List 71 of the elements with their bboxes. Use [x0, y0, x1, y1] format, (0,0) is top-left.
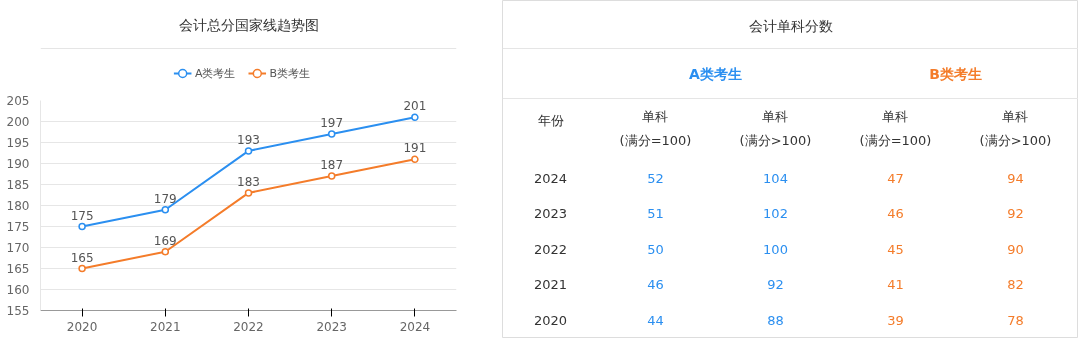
y-tick-label: 170 [6, 241, 30, 255]
x-tick-label: 单科 (满分=100) [619, 109, 692, 148]
data-label: 90 [1007, 242, 1024, 257]
y-tick-label: 175 [6, 220, 30, 234]
point [78, 264, 86, 273]
data-label: 175 [70, 208, 94, 223]
legend-title: 年份 [537, 113, 564, 128]
x-tick-label: 2021 [150, 319, 181, 334]
data-label: 82 [1007, 277, 1024, 292]
data-label: 92 [1007, 206, 1024, 221]
text: B类考生 [929, 65, 982, 82]
data-label: 52 [647, 171, 664, 186]
y-tick-label: 2023 [533, 206, 568, 221]
point [411, 155, 419, 164]
data-label: 183 [237, 174, 260, 189]
data-label: 50 [647, 242, 664, 257]
x-tick-label: 2022 [233, 319, 264, 334]
chart-title: 会计总分国家线趋势图 [178, 16, 319, 33]
point [411, 113, 419, 122]
data-label: 51 [647, 206, 664, 221]
data-label: 165 [70, 250, 94, 265]
point [327, 130, 336, 138]
x-tick-label: 单科 (满分>100) [979, 109, 1052, 148]
y-tick-label: 2024 [533, 171, 568, 186]
point [244, 147, 253, 155]
point [78, 222, 86, 231]
data-label: 191 [403, 141, 427, 156]
point [161, 247, 170, 256]
data-label: 179 [153, 191, 177, 206]
data-label: 187 [320, 158, 344, 173]
y-tick-label: 185 [6, 178, 30, 192]
data-label: 102 [763, 206, 788, 221]
data-label: 197 [320, 116, 344, 131]
y-tick-label: 165 [6, 262, 30, 276]
text: A类考生 [689, 65, 742, 82]
data-label: 104 [763, 171, 788, 186]
point [327, 172, 336, 180]
data-label: 45 [887, 242, 904, 257]
data-label: 193 [237, 132, 260, 147]
x-tick-label: 单科 (满分=100) [859, 109, 932, 148]
data-label: 78 [1007, 313, 1024, 328]
point [161, 205, 170, 214]
chart-title: 会计单科分数 [748, 17, 833, 34]
data-label: 47 [887, 171, 904, 186]
data-label: 94 [1007, 171, 1024, 186]
data-label: 44 [647, 313, 664, 328]
y-tick-label: 180 [6, 199, 30, 213]
data-label: 46 [647, 277, 664, 292]
y-tick-label: 190 [6, 157, 30, 171]
legend-label: B类考生 [269, 67, 311, 80]
data-label: 169 [153, 233, 177, 248]
y-tick-label: 205 [6, 94, 30, 108]
data-label: 88 [767, 313, 784, 328]
x-tick-label: 2024 [399, 319, 431, 334]
y-tick-label: 195 [6, 136, 30, 150]
y-tick-label: 2022 [533, 242, 568, 257]
data-label: 41 [887, 277, 904, 292]
data-label: 92 [767, 277, 784, 292]
x-tick-label: 单科 (满分>100) [739, 109, 812, 148]
y-tick-label: 160 [6, 283, 30, 297]
data-label: 100 [763, 242, 788, 257]
x-tick-label: 2023 [316, 319, 347, 334]
data-label: 201 [403, 99, 427, 114]
y-tick-label: 2021 [533, 277, 568, 292]
y-tick-label: 200 [6, 115, 30, 129]
x-tick-label: 2020 [66, 319, 98, 334]
legend-label: A类考生 [194, 67, 236, 80]
data-label: 39 [887, 313, 904, 328]
point [244, 189, 253, 197]
y-tick-label: 155 [6, 304, 30, 318]
data-label: 46 [887, 206, 904, 221]
